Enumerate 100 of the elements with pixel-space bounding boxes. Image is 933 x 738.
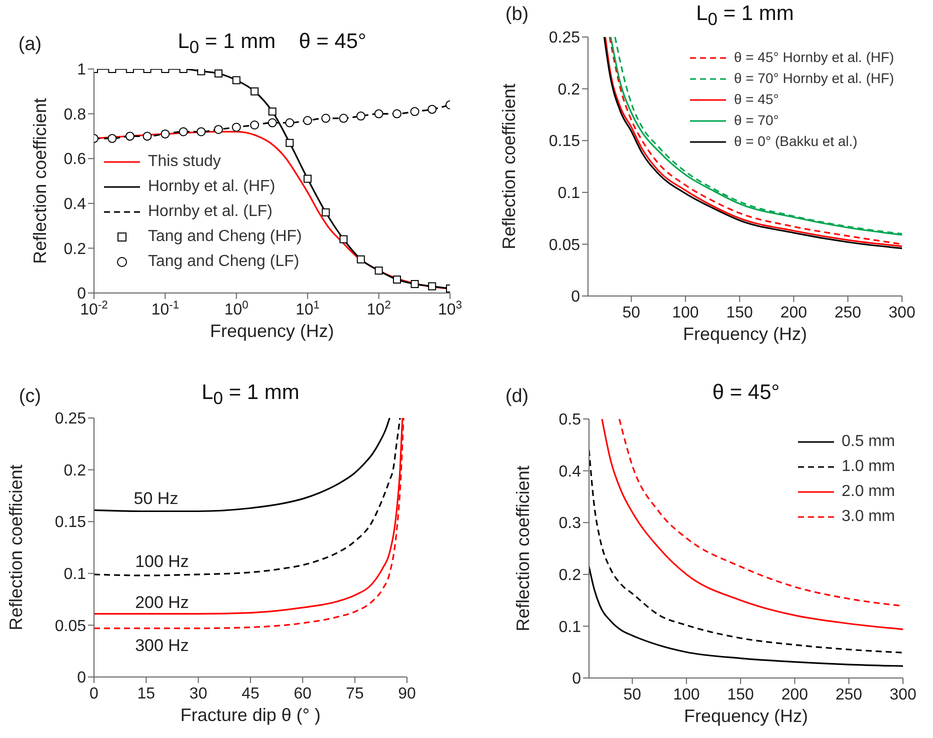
legend-label: 3.0 mm xyxy=(842,507,895,527)
legend-label: θ = 45° Hornby et al. (HF) xyxy=(734,48,894,67)
chart-title: L$_{0}$ = 1 mm xyxy=(200,381,300,410)
x-tick-label: 0 xyxy=(90,686,99,703)
annotation: 200 Hz xyxy=(135,593,189,613)
point xyxy=(125,132,134,141)
annotation: 300 Hz xyxy=(135,636,189,656)
x-tick-label: 150 xyxy=(727,686,754,704)
text: (d) xyxy=(505,386,529,408)
text: (c) xyxy=(18,386,42,408)
legend-label: θ = 70° xyxy=(734,111,779,130)
y-tick-label: 0.3 xyxy=(558,515,582,532)
x-tick-label: 10$^{2}$ xyxy=(366,300,391,319)
x-tick-label: 150 xyxy=(726,304,754,322)
legend-label: θ = 0° (Bakku et al.) xyxy=(734,132,858,151)
legend-label: Tang and Cheng (HF) xyxy=(148,227,302,247)
point xyxy=(268,108,276,116)
point xyxy=(142,132,152,141)
x-tick-label: 10$^{1}$ xyxy=(296,300,320,319)
y-axis-title: Reflection coefficient xyxy=(499,84,519,250)
y-tick-label: 0.1 xyxy=(558,618,582,636)
x-tick-label: 100 xyxy=(673,686,700,704)
point xyxy=(214,69,222,78)
point xyxy=(268,118,277,128)
y-tick-label: 0.25 xyxy=(548,30,580,47)
point xyxy=(322,208,330,216)
point xyxy=(428,282,436,290)
annotation: 100 Hz xyxy=(135,552,189,572)
y-tick-label: 0.6 xyxy=(64,151,86,168)
point xyxy=(285,118,294,128)
x-axis-title: Frequency (Hz) xyxy=(210,321,334,341)
x-tick-label: 75 xyxy=(346,686,364,703)
point xyxy=(339,114,348,123)
x-tick-label: 45 xyxy=(242,686,260,703)
x-tick-label: 100 xyxy=(672,304,699,322)
y-tick-label: 0 xyxy=(571,288,580,306)
point xyxy=(250,120,260,130)
x-tick-label: 10$^{3}$ xyxy=(438,300,462,319)
legend-label: 2.0 mm xyxy=(842,482,895,502)
y-tick-label: 0.15 xyxy=(54,514,86,532)
x-tick-label: 10$^{-1}$ xyxy=(151,300,180,319)
x-tick-label: 200 xyxy=(780,304,808,322)
point xyxy=(392,276,401,284)
legend-label: θ = 45° xyxy=(734,90,779,109)
x-tick-label: 10$^{0}$ xyxy=(224,300,248,319)
y-tick-label: 0.4 xyxy=(64,196,86,213)
y-tick-label: 0.1 xyxy=(64,566,86,583)
x-tick-label: 250 xyxy=(834,304,862,322)
point xyxy=(340,235,348,244)
point xyxy=(303,116,312,126)
x-tick-label: 300 xyxy=(890,686,916,704)
x-tick-label: 300 xyxy=(888,304,916,322)
text: (b) xyxy=(505,4,529,26)
point xyxy=(214,124,223,134)
point xyxy=(250,87,259,96)
y-tick-label: 0.2 xyxy=(558,81,580,98)
x-tick-label: 250 xyxy=(836,686,862,704)
point xyxy=(321,114,330,123)
annotation: 50 Hz xyxy=(134,489,178,509)
x-axis-title: Frequency (Hz) xyxy=(682,324,808,344)
x-tick-label: 30 xyxy=(189,686,208,703)
legend-label: Hornby et al. (HF) xyxy=(148,177,276,197)
x-tick-label: 15 xyxy=(137,686,156,703)
x-tick-label: 200 xyxy=(781,686,808,704)
legend-label: 1.0 mm xyxy=(842,457,895,477)
chart-title: L$_{0}$ = 1 mm θ = 45° xyxy=(176,30,368,58)
legend-label: 0.5 mm xyxy=(842,432,895,452)
text: (a) xyxy=(18,34,42,56)
point xyxy=(232,122,241,132)
y-tick-label: 0.1 xyxy=(558,185,580,202)
point xyxy=(374,109,384,118)
y-tick-label: 0 xyxy=(572,670,582,688)
y-tick-label: 0.25 xyxy=(54,410,86,428)
y-tick-label: 0.05 xyxy=(54,618,86,635)
line-series xyxy=(589,449,903,654)
y-axis-title: Reflection coefficient xyxy=(30,98,50,264)
y-tick-label: 0.8 xyxy=(64,106,86,124)
x-tick-label: 90 xyxy=(398,686,416,703)
y-tick-label: 0.2 xyxy=(558,567,582,584)
chart-title: L$_{0}$ = 1 mm xyxy=(695,2,795,30)
x-tick-label: 60 xyxy=(294,686,312,703)
y-axis-title: Reflection coefficient xyxy=(513,466,533,632)
point xyxy=(410,280,419,288)
legend-label: This study xyxy=(148,152,221,172)
chart-title: θ = 45° xyxy=(711,381,781,405)
line-series xyxy=(601,419,903,630)
line-series xyxy=(589,566,903,667)
legend-label: θ = 70° Hornby et al. (HF) xyxy=(734,69,894,88)
x-tick-label: 50 xyxy=(623,686,642,704)
x-tick-label: 50 xyxy=(622,304,640,322)
y-tick-label: 1 xyxy=(77,62,86,79)
x-axis-title: Fracture dip θ (° ) xyxy=(180,705,321,725)
y-tick-label: 0.4 xyxy=(558,463,582,480)
x-axis-title: Frequency (Hz) xyxy=(684,706,808,726)
line-series xyxy=(94,418,401,576)
y-tick-label: 0.05 xyxy=(548,236,580,254)
line-series xyxy=(94,418,390,512)
legend-label: Tang and Cheng (LF) xyxy=(148,252,300,272)
point xyxy=(160,129,170,138)
point xyxy=(356,112,366,121)
